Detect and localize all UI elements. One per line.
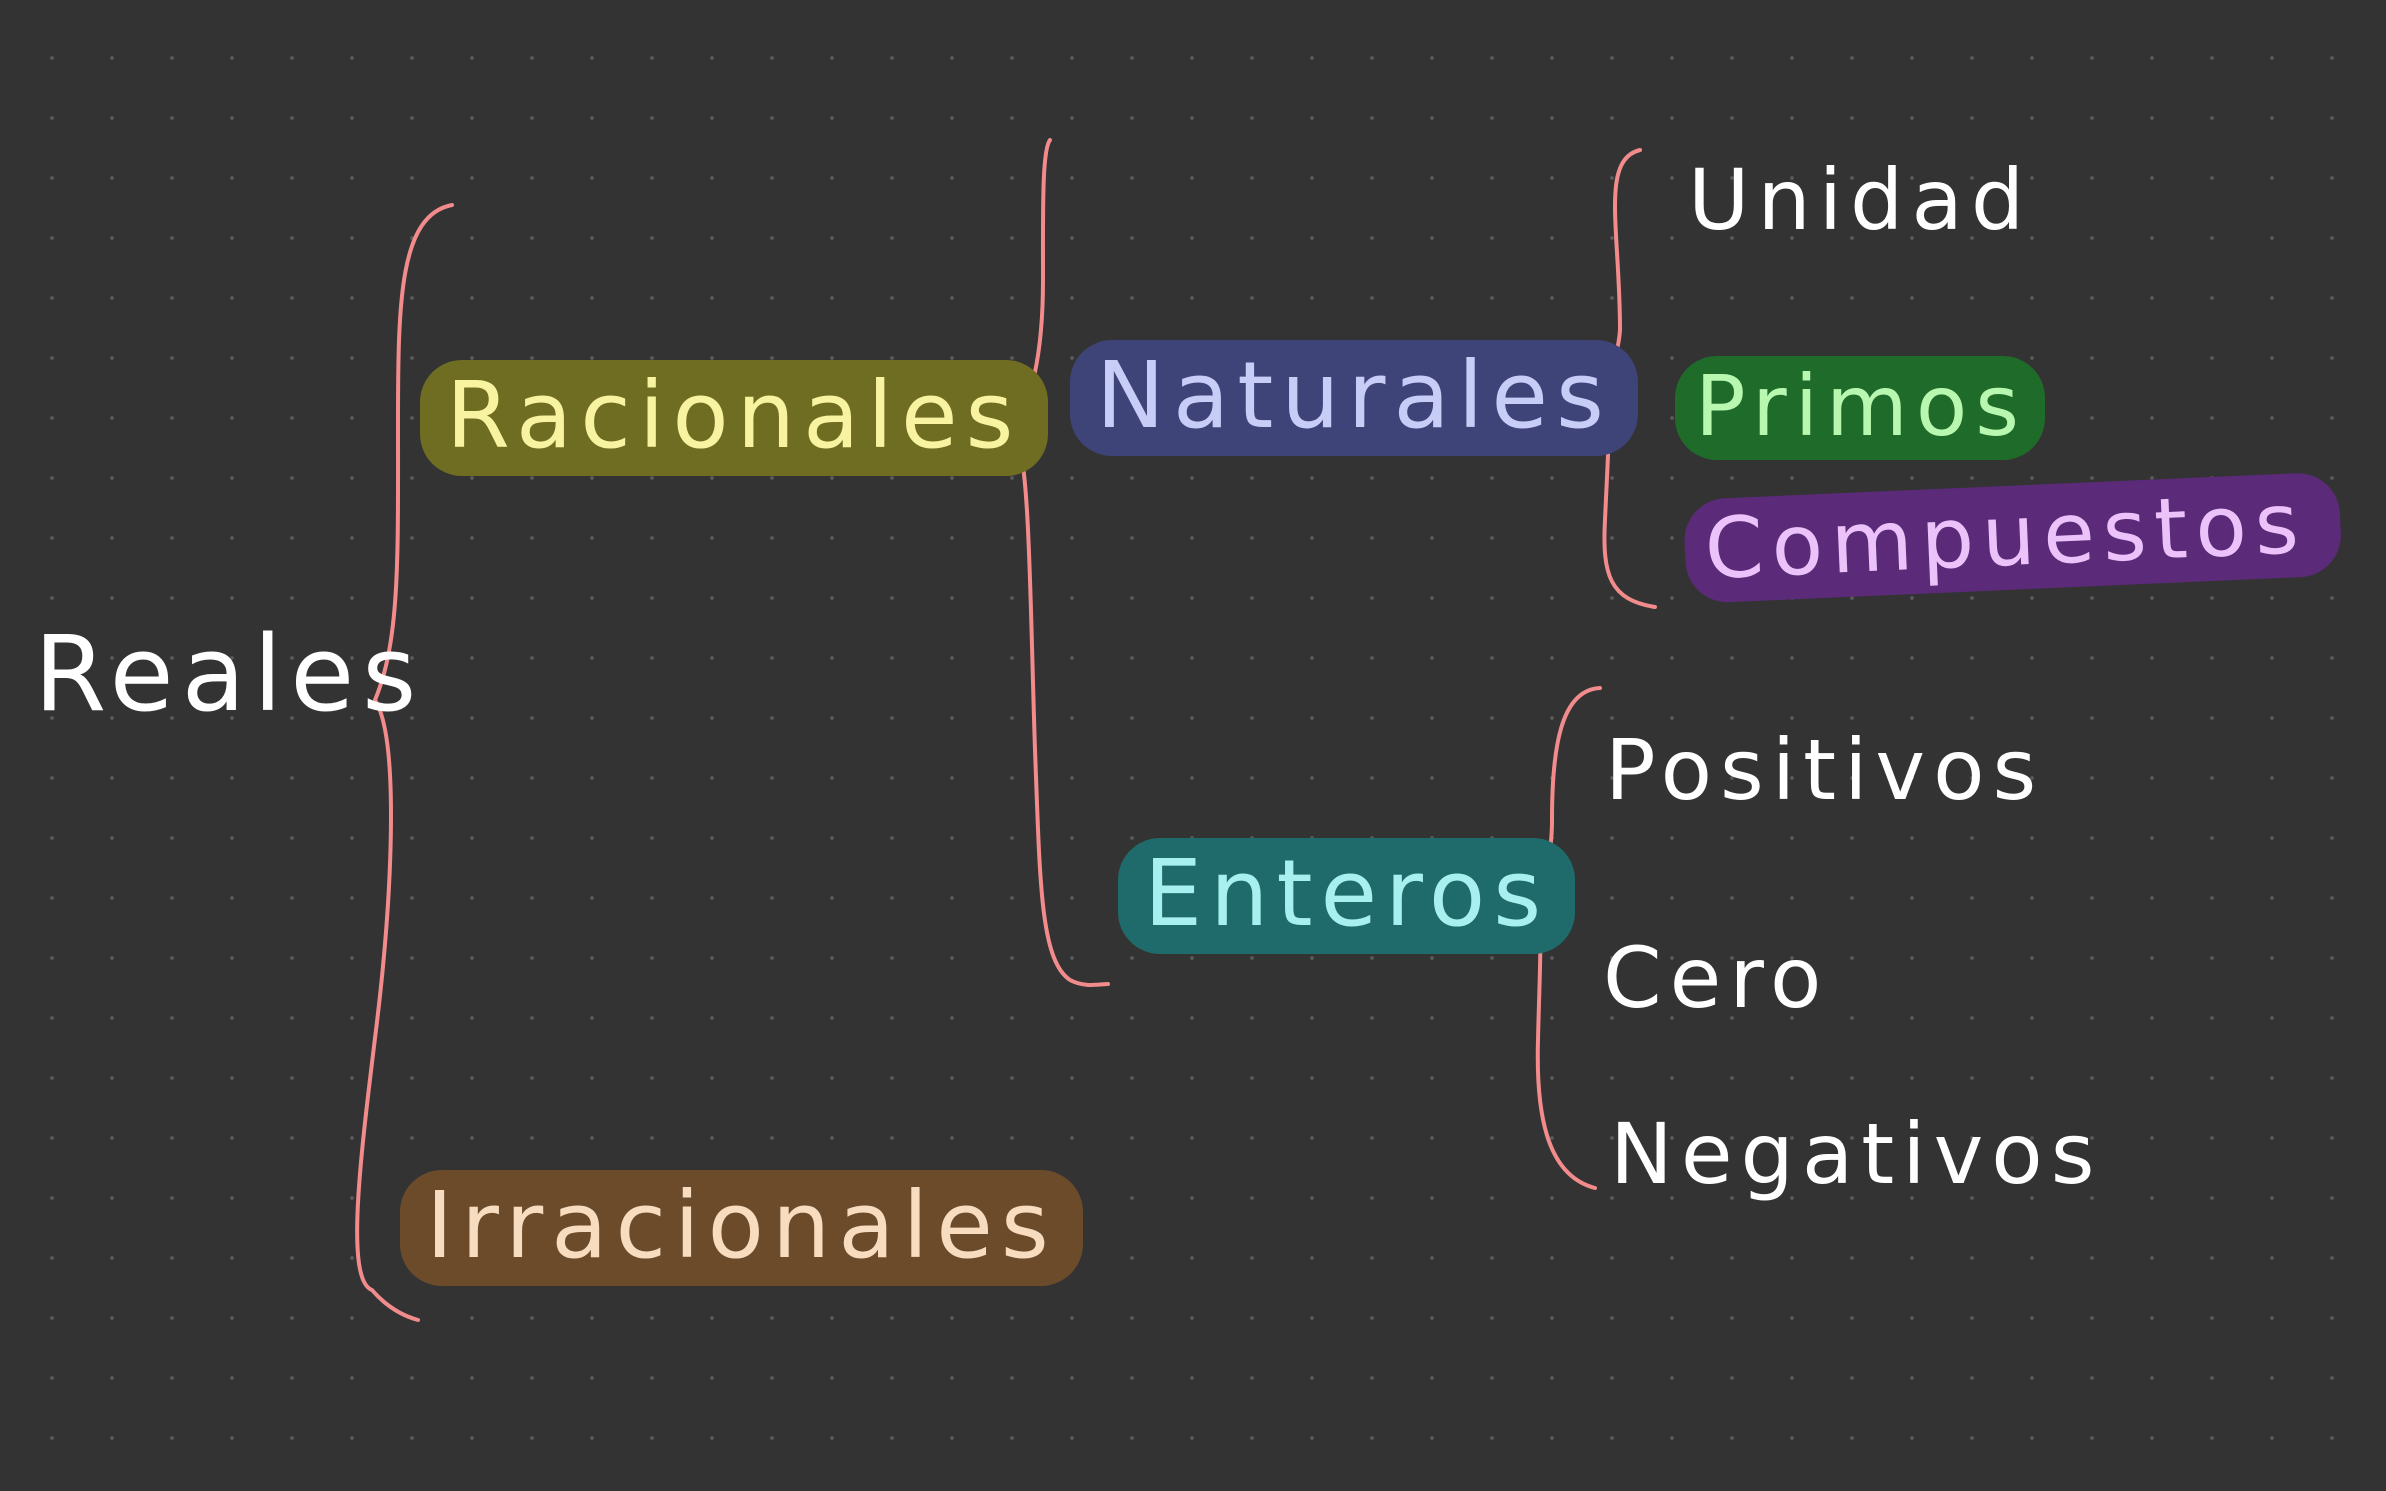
node-cero: Cero xyxy=(1603,929,1830,1027)
node-positivos: Positivos xyxy=(1605,721,2045,819)
node-unidad: Unidad xyxy=(1688,151,2033,249)
node-reales: Reales xyxy=(34,613,425,735)
node-naturales: Naturales xyxy=(1070,340,1638,456)
node-primos: Primos xyxy=(1675,356,2046,460)
node-negativos: Negativos xyxy=(1610,1105,2103,1203)
node-racionales: Racionales xyxy=(420,360,1048,476)
node-irracionales: Irracionales xyxy=(400,1170,1083,1286)
node-enteros: Enteros xyxy=(1118,838,1576,954)
